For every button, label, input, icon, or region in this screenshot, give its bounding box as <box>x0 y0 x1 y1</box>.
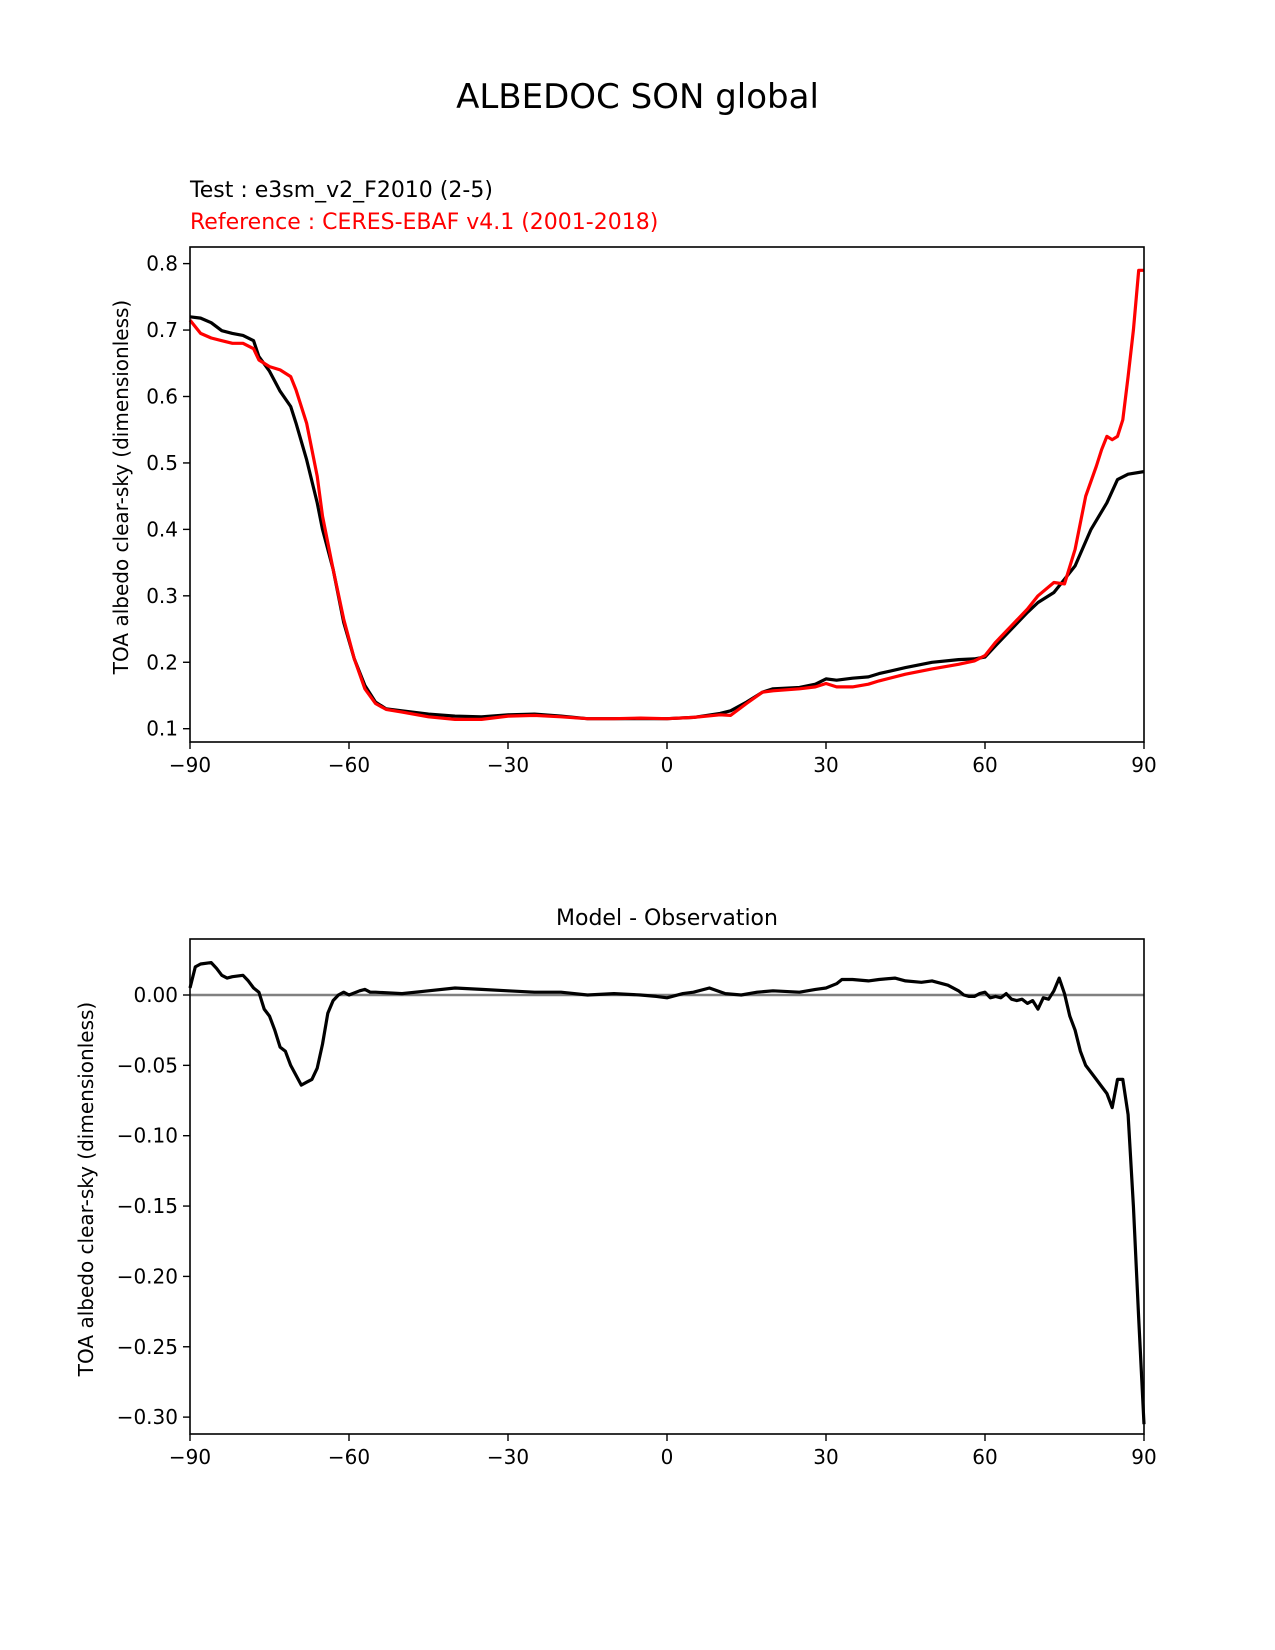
top-series-line-test <box>189 315 1145 721</box>
top-y-axis-label: TOA albedo clear-sky (dimensionless) <box>109 300 133 675</box>
bottom-x-tick-label: 30 <box>813 1445 838 1469</box>
top-x-tick-label: 0 <box>661 753 674 777</box>
top-series-lines <box>188 268 1145 722</box>
top-x-tick-label: 90 <box>1131 753 1156 777</box>
bottom-x-tick-label: −30 <box>487 1445 529 1469</box>
figure-title: ALBEDOC SON global <box>456 77 819 117</box>
bottom-x-tick-label: −90 <box>169 1445 211 1469</box>
bottom-y-tick-label: −0.30 <box>117 1405 178 1429</box>
bottom-series-line-difference <box>188 960 1146 1425</box>
bottom-x-tick-label: 60 <box>972 1445 997 1469</box>
top-y-tick-label: 0.4 <box>146 517 178 541</box>
bottom-y-tick-label: 0.00 <box>133 983 178 1007</box>
bottom-panel: Model - Observation TOA albedo clear-sky… <box>74 906 1157 1469</box>
top-x-tick-label: 60 <box>972 753 997 777</box>
top-y-tick-label: 0.3 <box>146 584 178 608</box>
top-y-tick-label: 0.1 <box>146 717 178 741</box>
bottom-y-tick-label: −0.25 <box>117 1335 178 1359</box>
bottom-x-tick-label: −60 <box>328 1445 370 1469</box>
top-y-tick-label: 0.5 <box>146 451 178 475</box>
test-label: Test : e3sm_v2_F2010 (2-5) <box>189 178 493 203</box>
bottom-y-tick-label: −0.15 <box>117 1194 178 1218</box>
bottom-axes-ticks: −90 −60 −30 0 30 60 90 0.00 −0.05 −0.10 −0.15 −0.20… <box>117 983 1157 1469</box>
top-y-tick-label: 0.2 <box>146 650 178 674</box>
top-panel: Test : e3sm_v2_F2010 (2-5) Reference : C… <box>109 178 1157 777</box>
bottom-title: Model - Observation <box>556 906 778 931</box>
reference-label: Reference : CERES-EBAF v4.1 (2001-2018) <box>190 210 658 235</box>
top-y-tick-label: 0.8 <box>146 252 178 276</box>
top-x-tick-label: −30 <box>487 753 529 777</box>
bottom-y-axis-label: TOA albedo clear-sky (dimensionless) <box>74 1002 98 1377</box>
top-series-line-reference <box>188 268 1144 722</box>
bottom-y-tick-label: −0.20 <box>117 1264 178 1288</box>
top-y-tick-label: 0.6 <box>146 384 178 408</box>
top-y-tick-label: 0.7 <box>146 318 178 342</box>
bottom-axes-frame <box>189 938 1145 1435</box>
top-x-tick-label: 30 <box>813 753 838 777</box>
bottom-y-tick-label: −0.05 <box>117 1053 178 1077</box>
top-axes-frame <box>189 246 1145 743</box>
top-x-tick-label: −60 <box>328 753 370 777</box>
bottom-series-lines <box>188 960 1146 1425</box>
bottom-x-tick-label: 90 <box>1131 1445 1156 1469</box>
bottom-x-tick-label: 0 <box>661 1445 674 1469</box>
bottom-y-tick-label: −0.10 <box>117 1124 178 1148</box>
top-axes-ticks: −90 −60 −30 0 30 60 90 0.1 0.2 0.3 0.4 0.5 0.6 0.7 0.8 <box>146 252 1157 777</box>
top-x-tick-label: −90 <box>169 753 211 777</box>
